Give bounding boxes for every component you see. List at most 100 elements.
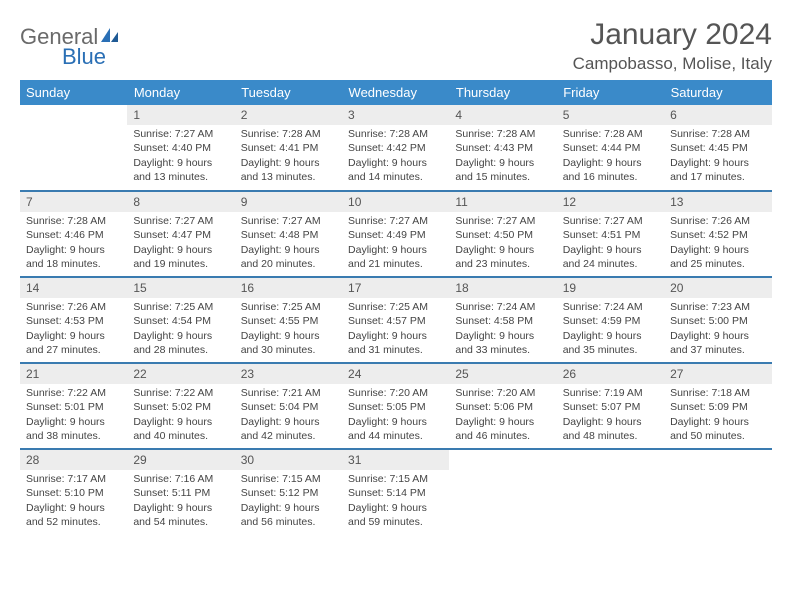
day-detail-line: and 37 minutes. <box>670 343 765 357</box>
day-detail-line: Sunset: 4:53 PM <box>26 314 121 328</box>
day-detail-line: Daylight: 9 hours <box>670 156 765 170</box>
day-detail-line: and 18 minutes. <box>26 257 121 271</box>
day-number: 5 <box>557 105 664 125</box>
day-detail-line: Sunset: 4:52 PM <box>670 228 765 242</box>
day-detail-line: Daylight: 9 hours <box>455 329 550 343</box>
day-detail-line: Sunset: 4:49 PM <box>348 228 443 242</box>
day-detail-line: and 44 minutes. <box>348 429 443 443</box>
day-number: 17 <box>342 278 449 298</box>
day-detail-line: and 19 minutes. <box>133 257 228 271</box>
day-detail-line: Daylight: 9 hours <box>26 243 121 257</box>
day-number: 15 <box>127 278 234 298</box>
day-details: Sunrise: 7:28 AMSunset: 4:42 PMDaylight:… <box>342 125 449 188</box>
day-details: Sunrise: 7:27 AMSunset: 4:40 PMDaylight:… <box>127 125 234 188</box>
day-detail-line: Sunset: 4:50 PM <box>455 228 550 242</box>
day-detail-line: Daylight: 9 hours <box>348 156 443 170</box>
day-detail-line: Daylight: 9 hours <box>133 243 228 257</box>
day-detail-line: and 31 minutes. <box>348 343 443 357</box>
day-detail-line: Sunrise: 7:28 AM <box>241 127 336 141</box>
calendar-day-cell: 28Sunrise: 7:17 AMSunset: 5:10 PMDayligh… <box>20 449 127 535</box>
day-header: Wednesday <box>342 80 449 105</box>
day-detail-line: Sunrise: 7:21 AM <box>241 386 336 400</box>
calendar-day-cell: 5Sunrise: 7:28 AMSunset: 4:44 PMDaylight… <box>557 105 664 191</box>
day-number: 29 <box>127 450 234 470</box>
day-detail-line: Sunrise: 7:24 AM <box>563 300 658 314</box>
day-details: Sunrise: 7:25 AMSunset: 4:57 PMDaylight:… <box>342 298 449 361</box>
calendar-day-cell <box>664 449 771 535</box>
day-number: 2 <box>235 105 342 125</box>
day-detail-line: Sunset: 4:46 PM <box>26 228 121 242</box>
day-detail-line: and 30 minutes. <box>241 343 336 357</box>
calendar-day-cell: 13Sunrise: 7:26 AMSunset: 4:52 PMDayligh… <box>664 191 771 277</box>
day-detail-line: Sunset: 4:44 PM <box>563 141 658 155</box>
day-detail-line: Sunset: 5:02 PM <box>133 400 228 414</box>
day-detail-line: Sunset: 5:06 PM <box>455 400 550 414</box>
day-detail-line: Daylight: 9 hours <box>563 329 658 343</box>
calendar-week-row: 28Sunrise: 7:17 AMSunset: 5:10 PMDayligh… <box>20 449 772 535</box>
day-number: 22 <box>127 364 234 384</box>
day-detail-line: Sunrise: 7:28 AM <box>26 214 121 228</box>
day-detail-line: Sunset: 4:58 PM <box>455 314 550 328</box>
day-number <box>449 450 556 470</box>
calendar-day-cell: 21Sunrise: 7:22 AMSunset: 5:01 PMDayligh… <box>20 363 127 449</box>
day-detail-line: Sunset: 4:48 PM <box>241 228 336 242</box>
day-detail-line: and 54 minutes. <box>133 515 228 529</box>
day-detail-line: Sunrise: 7:26 AM <box>670 214 765 228</box>
day-number: 28 <box>20 450 127 470</box>
day-details: Sunrise: 7:23 AMSunset: 5:00 PMDaylight:… <box>664 298 771 361</box>
day-detail-line: Daylight: 9 hours <box>670 415 765 429</box>
day-detail-line: Sunset: 5:14 PM <box>348 486 443 500</box>
calendar-day-cell: 26Sunrise: 7:19 AMSunset: 5:07 PMDayligh… <box>557 363 664 449</box>
day-detail-line: Daylight: 9 hours <box>241 501 336 515</box>
day-details: Sunrise: 7:28 AMSunset: 4:46 PMDaylight:… <box>20 212 127 275</box>
calendar-day-cell: 11Sunrise: 7:27 AMSunset: 4:50 PMDayligh… <box>449 191 556 277</box>
day-details: Sunrise: 7:28 AMSunset: 4:41 PMDaylight:… <box>235 125 342 188</box>
calendar-day-cell: 30Sunrise: 7:15 AMSunset: 5:12 PMDayligh… <box>235 449 342 535</box>
day-details: Sunrise: 7:27 AMSunset: 4:47 PMDaylight:… <box>127 212 234 275</box>
calendar-day-cell: 22Sunrise: 7:22 AMSunset: 5:02 PMDayligh… <box>127 363 234 449</box>
logo: GeneralBlue <box>20 18 120 70</box>
calendar-day-cell: 7Sunrise: 7:28 AMSunset: 4:46 PMDaylight… <box>20 191 127 277</box>
day-details: Sunrise: 7:16 AMSunset: 5:11 PMDaylight:… <box>127 470 234 533</box>
day-number: 14 <box>20 278 127 298</box>
day-details: Sunrise: 7:17 AMSunset: 5:10 PMDaylight:… <box>20 470 127 533</box>
day-number: 11 <box>449 192 556 212</box>
day-detail-line: Sunrise: 7:27 AM <box>455 214 550 228</box>
day-detail-line: Daylight: 9 hours <box>26 329 121 343</box>
calendar-week-row: 7Sunrise: 7:28 AMSunset: 4:46 PMDaylight… <box>20 191 772 277</box>
day-detail-line: Sunrise: 7:28 AM <box>348 127 443 141</box>
day-number: 3 <box>342 105 449 125</box>
calendar-day-cell <box>449 449 556 535</box>
calendar-day-cell: 27Sunrise: 7:18 AMSunset: 5:09 PMDayligh… <box>664 363 771 449</box>
day-number: 27 <box>664 364 771 384</box>
day-detail-line: Sunrise: 7:27 AM <box>563 214 658 228</box>
day-detail-line: Daylight: 9 hours <box>241 415 336 429</box>
day-number: 8 <box>127 192 234 212</box>
day-detail-line: Sunrise: 7:22 AM <box>26 386 121 400</box>
day-detail-line: Daylight: 9 hours <box>133 501 228 515</box>
day-detail-line: Sunrise: 7:28 AM <box>563 127 658 141</box>
day-detail-line: Sunrise: 7:24 AM <box>455 300 550 314</box>
day-detail-line: Daylight: 9 hours <box>455 156 550 170</box>
day-detail-line: Daylight: 9 hours <box>670 329 765 343</box>
day-detail-line: Daylight: 9 hours <box>241 329 336 343</box>
day-detail-line: and 16 minutes. <box>563 170 658 184</box>
day-detail-line: Sunset: 5:11 PM <box>133 486 228 500</box>
page-title: January 2024 <box>573 18 772 52</box>
day-detail-line: and 14 minutes. <box>348 170 443 184</box>
day-number: 7 <box>20 192 127 212</box>
day-detail-line: and 23 minutes. <box>455 257 550 271</box>
day-detail-line: and 21 minutes. <box>348 257 443 271</box>
calendar-day-cell: 29Sunrise: 7:16 AMSunset: 5:11 PMDayligh… <box>127 449 234 535</box>
day-number: 21 <box>20 364 127 384</box>
day-details: Sunrise: 7:27 AMSunset: 4:48 PMDaylight:… <box>235 212 342 275</box>
day-detail-line: Daylight: 9 hours <box>348 501 443 515</box>
calendar-body: 1Sunrise: 7:27 AMSunset: 4:40 PMDaylight… <box>20 105 772 535</box>
calendar-day-cell: 14Sunrise: 7:26 AMSunset: 4:53 PMDayligh… <box>20 277 127 363</box>
day-detail-line: Daylight: 9 hours <box>455 415 550 429</box>
day-number: 12 <box>557 192 664 212</box>
day-details: Sunrise: 7:20 AMSunset: 5:05 PMDaylight:… <box>342 384 449 447</box>
day-detail-line: Sunset: 5:12 PM <box>241 486 336 500</box>
day-details: Sunrise: 7:18 AMSunset: 5:09 PMDaylight:… <box>664 384 771 447</box>
day-number <box>20 105 127 125</box>
